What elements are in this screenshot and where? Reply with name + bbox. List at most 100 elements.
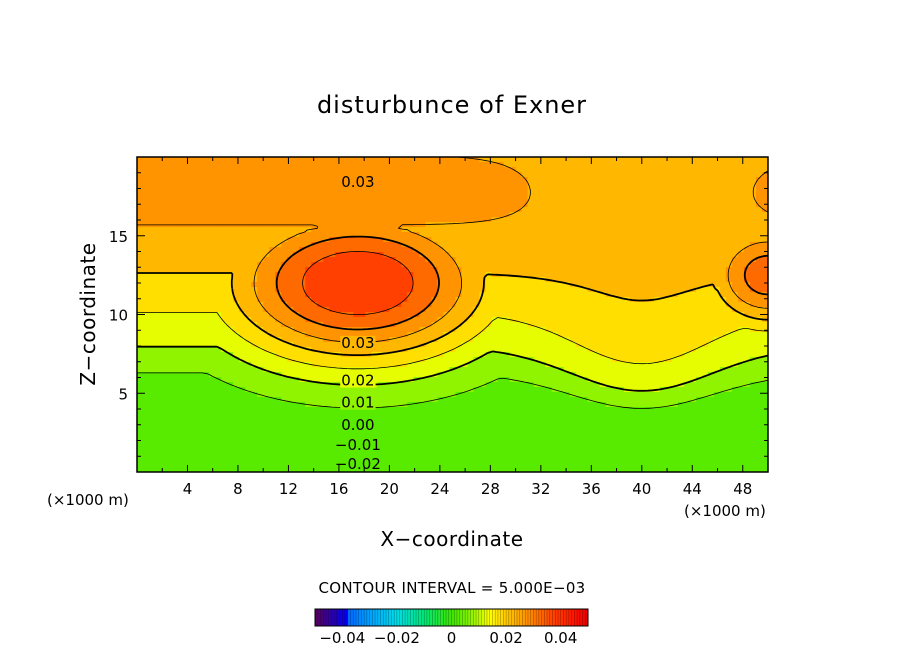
contour-cell (281, 362, 288, 368)
contour-cell (377, 242, 384, 248)
contour-cell (167, 372, 174, 378)
contour-cell (383, 332, 390, 338)
contour-cell (497, 197, 505, 203)
contour-cell (533, 157, 541, 163)
contour-cell (647, 287, 655, 293)
contour-cell (239, 387, 246, 393)
contour-cell (209, 292, 216, 298)
contour-cell (599, 237, 607, 243)
contour-cell (701, 187, 709, 193)
contour-cell (305, 202, 312, 208)
contour-cell (461, 337, 469, 343)
contour-cell (509, 337, 517, 343)
contour-cell (173, 207, 180, 213)
contour-cell (281, 202, 288, 208)
contour-cell (509, 317, 517, 323)
contour-cell (239, 157, 246, 163)
contour-cell (269, 387, 276, 393)
contour-cell (515, 187, 523, 193)
contour-cell (347, 307, 354, 313)
contour-cell (761, 257, 768, 263)
contour-cell (485, 372, 493, 378)
contour-cell (245, 292, 252, 298)
contour-cell (635, 167, 643, 173)
contour-cell (341, 227, 348, 233)
contour-cell (287, 187, 294, 193)
contour-cell (275, 182, 282, 188)
contour-cell (341, 197, 348, 203)
contour-cell (743, 187, 751, 193)
contour-cell (353, 202, 360, 208)
contour-cell (569, 287, 577, 293)
contour-cell (695, 267, 703, 273)
contour-cell (671, 162, 679, 168)
contour-cell (437, 357, 445, 363)
contour-cell (161, 317, 168, 323)
contour-cell (317, 262, 324, 268)
contour-cell (245, 327, 252, 333)
contour-cell (749, 297, 757, 303)
contour-cell (299, 337, 306, 343)
contour-cell (467, 232, 475, 238)
contour-cell (329, 307, 336, 313)
contour-cell (137, 287, 144, 293)
contour-cell (575, 327, 583, 333)
contour-cell (599, 337, 607, 343)
contour-cell (653, 272, 661, 278)
contour-cell (155, 377, 162, 383)
contour-cell (143, 277, 150, 283)
contour-cell (197, 232, 204, 238)
contour-cell (173, 307, 180, 313)
contour-cell (695, 242, 703, 248)
contour-cell (215, 392, 222, 398)
contour-cell (509, 332, 517, 338)
contour-cell (257, 277, 264, 283)
contour-cell (317, 212, 324, 218)
contour-cell (317, 392, 324, 398)
contour-cell (509, 367, 517, 373)
contour-cell (449, 167, 457, 173)
contour-cell (731, 267, 739, 273)
contour-cell (521, 207, 529, 213)
contour-cell (725, 337, 733, 343)
contour-cell (335, 217, 342, 223)
contour-cell (701, 332, 709, 338)
contour-cell (515, 292, 523, 298)
contour-cell (425, 277, 433, 283)
contour-cell (731, 312, 739, 318)
contour-cell (233, 327, 240, 333)
contour-cell (509, 327, 517, 333)
contour-cell (413, 242, 421, 248)
contour-cell (263, 392, 270, 398)
contour-cell (665, 207, 673, 213)
contour-cell (725, 262, 733, 268)
contour-cell (161, 282, 168, 288)
contour-cell (317, 352, 324, 358)
contour-cell (491, 337, 499, 343)
contour-cell (755, 252, 763, 258)
contour-cell (323, 327, 330, 333)
contour-cell (701, 197, 709, 203)
contour-cell (209, 357, 216, 363)
contour-cell (473, 262, 481, 268)
contour-cell (305, 182, 312, 188)
contour-cell (485, 162, 493, 168)
contour-cell (737, 352, 745, 358)
contour-cell (335, 392, 342, 398)
contour-cell (755, 157, 763, 163)
contour-cell (455, 357, 463, 363)
contour-cell (725, 382, 733, 388)
contour-cell (725, 157, 733, 163)
contour-cell (311, 342, 318, 348)
contour-cell (317, 272, 324, 278)
contour-cell (401, 187, 409, 193)
contour-cell (641, 252, 649, 258)
contour-cell (509, 277, 517, 283)
contour-cell (179, 352, 186, 358)
contour-cell (569, 252, 577, 258)
contour-cell (497, 222, 505, 228)
contour-cell (329, 357, 336, 363)
contour-cell (713, 247, 721, 253)
contour-cell (683, 157, 691, 163)
contour-cell (461, 232, 469, 238)
